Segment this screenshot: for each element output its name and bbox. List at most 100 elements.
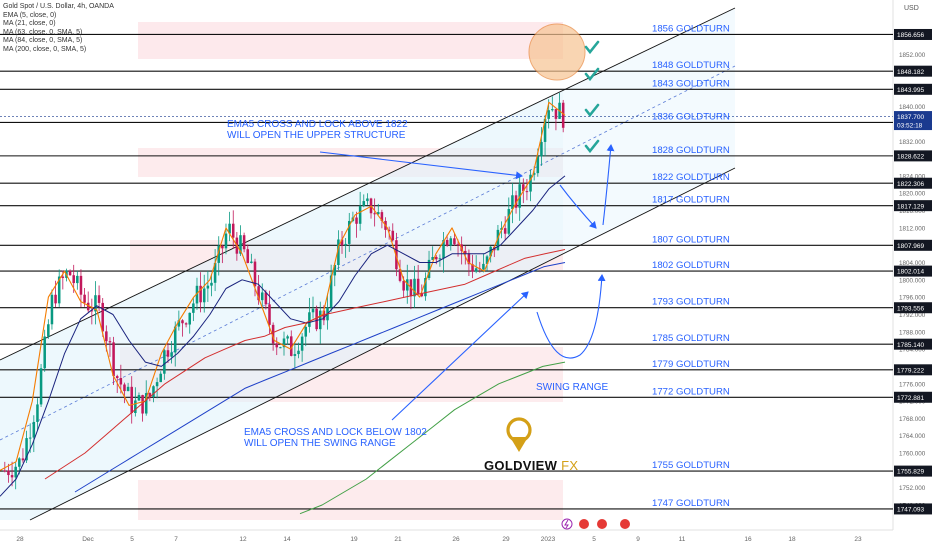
candle-body — [72, 275, 75, 284]
price-badge-text: 1828.622 — [897, 153, 924, 160]
lightning-event-icon[interactable] — [561, 518, 573, 530]
candle-body — [159, 373, 162, 383]
candle-body — [68, 270, 72, 276]
candle-body — [105, 331, 108, 342]
x-ticks: 28 Dec 5 7 12 14 19 21 26 29 2023 5 9 11 16 18 23 — [16, 536, 862, 543]
candle-body — [340, 239, 344, 246]
y-tick-label: 1800.000 — [899, 277, 926, 284]
candle-body — [130, 386, 133, 414]
candle-body — [170, 352, 173, 357]
candle-body — [217, 245, 221, 263]
candle-body — [471, 264, 474, 272]
candle-body — [453, 238, 456, 245]
moving-averages — [0, 101, 566, 515]
candle-body — [424, 278, 427, 297]
ma21-line — [0, 175, 566, 497]
candle-body — [413, 278, 416, 297]
candle-body — [86, 302, 90, 311]
price-badge-text: 1747.093 — [897, 507, 924, 514]
candle-body — [377, 212, 380, 215]
y-tick-label: 1804.000 — [899, 260, 926, 267]
price-badge — [894, 200, 932, 212]
candle-body — [192, 303, 195, 313]
upper-note-line-2: WILL OPEN THE UPPER STRUCTURE — [227, 130, 406, 141]
goldturn-label: 1848 GOLDTURN — [652, 60, 730, 71]
channel-fill — [0, 8, 735, 520]
price-badge — [894, 503, 932, 515]
price-badges: 1856.6561848.1821843.9951836.3401828.622… — [894, 28, 932, 515]
candle-body — [36, 404, 39, 422]
x-tick-label: 16 — [744, 536, 752, 543]
arrow-up-1828 — [602, 144, 615, 226]
x-tick-label: 2023 — [541, 536, 556, 543]
candle-body — [242, 235, 246, 250]
candle-body — [119, 378, 123, 385]
upper-pink-zone — [138, 22, 563, 59]
legend-ma84[interactable]: MA (84, close, 0, SMA, 5) — [3, 37, 83, 45]
candle-body — [152, 386, 155, 397]
candle-body — [61, 276, 65, 278]
candle-body — [47, 324, 50, 337]
candle-body — [398, 269, 402, 281]
candle-body — [76, 275, 79, 284]
current-price-badge — [894, 111, 932, 131]
candle-body — [123, 384, 126, 392]
candle-body — [177, 320, 181, 327]
candle-body — [25, 438, 28, 461]
candle-body — [10, 475, 14, 478]
us-flag-event-icon[interactable] — [620, 519, 630, 529]
us-flag-event-icon[interactable] — [579, 519, 589, 529]
candle-body — [387, 229, 391, 231]
price-badge-text: 1843.995 — [897, 87, 924, 94]
candle-body — [3, 470, 7, 472]
candle-body — [213, 262, 217, 283]
candle-body — [115, 376, 119, 379]
goldturn-label: 1802 GOLDTURN — [652, 260, 730, 271]
price-badge-text: 1802.014 — [897, 269, 924, 276]
legend-ma63[interactable]: MA (63, close, 0, SMA, 5) — [3, 28, 83, 36]
y-tick-label: 1852.000 — [899, 52, 926, 59]
goldturn-label: 1836 GOLDTURN — [652, 111, 730, 122]
checkmark-icon — [584, 103, 600, 118]
arrow-down-1807 — [559, 184, 597, 229]
candle-body — [28, 437, 32, 439]
ma84-line — [74, 262, 566, 493]
candle-body — [355, 217, 358, 224]
candle-body — [315, 308, 318, 330]
ema5-line — [0, 101, 566, 471]
symbol-title[interactable]: Gold Spot / U.S. Dollar, 4h, OANDA — [3, 3, 114, 10]
y-tick-label: 1832.000 — [899, 139, 926, 146]
candle-body — [21, 458, 25, 461]
candle-body — [503, 228, 507, 234]
ma200-line — [299, 361, 566, 515]
candle-body — [14, 466, 17, 478]
candle-body — [18, 458, 21, 467]
candle-body — [148, 393, 152, 397]
legend-ma21[interactable]: MA (21, close, 0) — [3, 20, 56, 28]
x-tick-label: 18 — [788, 536, 796, 543]
goldview-logo — [506, 417, 532, 452]
candle-body — [358, 205, 362, 224]
price-badge — [894, 28, 932, 40]
legend-ema5[interactable]: EMA (5, close, 0) — [3, 11, 57, 19]
x-tick-label: 26 — [452, 536, 460, 543]
y-tick-label: 1788.000 — [899, 329, 926, 336]
candle-body — [442, 240, 445, 259]
candle-body — [489, 246, 492, 257]
x-tick-label: 21 — [394, 536, 402, 543]
goldturn-label: 1843 GOLDTURN — [652, 78, 730, 89]
candle-body — [289, 336, 293, 356]
us-flag-event-icon[interactable] — [597, 519, 607, 529]
candle-body — [50, 294, 54, 325]
candle-body — [112, 342, 115, 377]
event-icons[interactable] — [561, 518, 630, 530]
logo-center-dot — [515, 426, 523, 434]
legend-ma200[interactable]: MA (200, close, 0, SMA, 5) — [3, 45, 87, 53]
candle-body — [7, 470, 10, 476]
x-tick-label: 11 — [679, 536, 686, 543]
lightning-glyph-icon — [564, 519, 569, 529]
candle-body — [514, 195, 518, 208]
candle-body — [344, 243, 347, 246]
candle-body — [554, 109, 558, 119]
